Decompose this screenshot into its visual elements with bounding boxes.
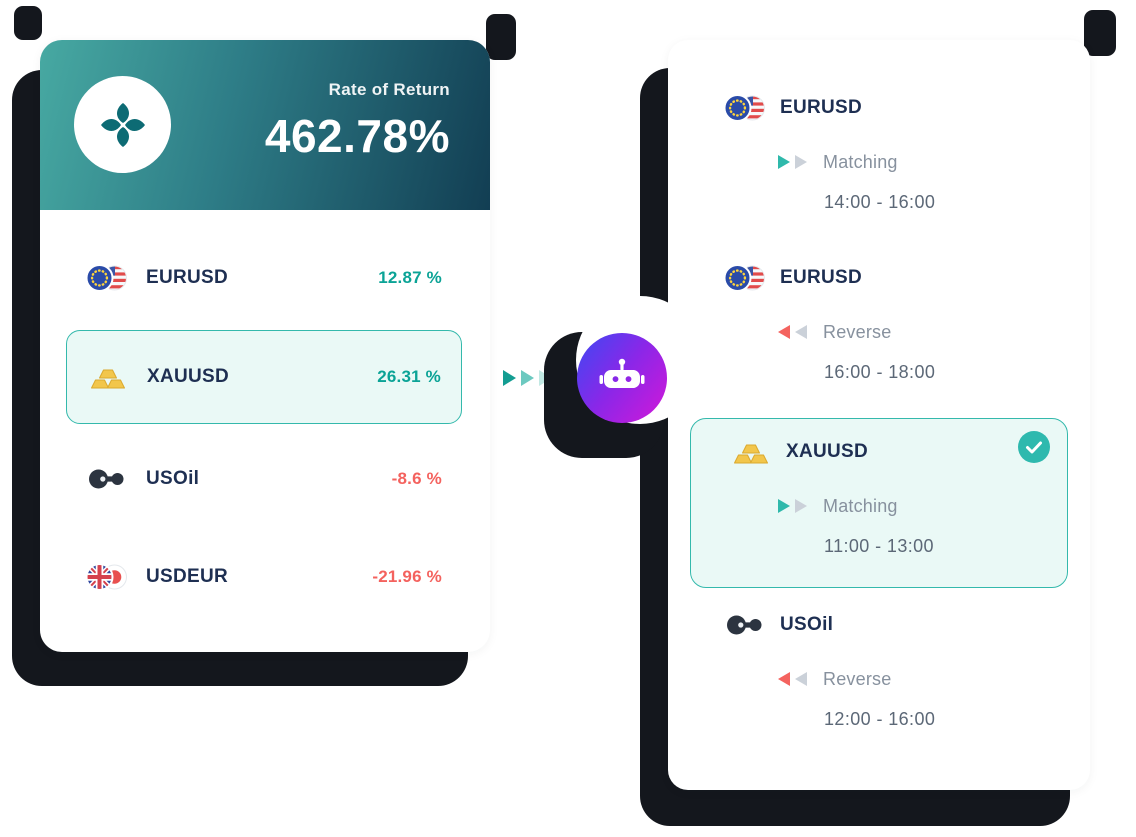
robot-icon	[598, 354, 646, 402]
returns-card: Rate of Return 462.78% EURUSD 12.87 % XA…	[40, 40, 490, 652]
uk-red-flags-icon	[86, 562, 128, 592]
instrument-return: 26.31 %	[377, 367, 441, 386]
gold-bars-icon	[87, 362, 129, 392]
signal-symbol: EURUSD	[780, 267, 863, 288]
signal-mode: Reverse	[778, 318, 1090, 346]
signal-time-range: 16:00 - 18:00	[824, 362, 936, 382]
instrument-row-eurusd[interactable]: EURUSD 12.87 %	[66, 231, 462, 325]
oil-icon	[724, 610, 766, 640]
instrument-row-usdeur[interactable]: USDEUR -21.96 %	[66, 530, 462, 624]
eu-us-flags-icon	[86, 263, 128, 293]
signal-entry-eurusd-reverse[interactable]: EURUSD Reverse 16:00 - 18:00	[668, 258, 1090, 383]
signal-time-range: 11:00 - 13:00	[824, 536, 934, 556]
arrow-icon	[503, 370, 516, 386]
rate-of-return-value: 462.78%	[264, 110, 450, 162]
instrument-symbol: EURUSD	[146, 267, 229, 288]
rate-of-return-label: Rate of Return	[328, 80, 450, 99]
signal-mode-label: Matching	[823, 495, 898, 516]
signal-symbol: XAUUSD	[786, 441, 869, 462]
instrument-row-xauusd[interactable]: XAUUSD 26.31 %	[66, 330, 462, 424]
gold-bars-icon	[730, 437, 772, 467]
rate-of-return-block: Rate of Return 462.78%	[265, 80, 450, 163]
play-forward-ghost-icon	[795, 499, 807, 513]
card-shadow	[14, 6, 42, 40]
trading-bot-badge	[577, 333, 667, 423]
instrument-return: -8.6 %	[391, 469, 442, 488]
play-forward-icon	[778, 499, 790, 513]
check-icon	[1018, 431, 1050, 463]
play-reverse-icon	[778, 672, 790, 686]
returns-card-header: Rate of Return 462.78%	[40, 40, 490, 210]
signal-time-range: 12:00 - 16:00	[824, 709, 936, 729]
signal-mode-label: Reverse	[823, 668, 892, 689]
card-shadow	[1084, 10, 1116, 56]
signal-mode-label: Matching	[823, 151, 898, 172]
play-forward-ghost-icon	[795, 155, 807, 169]
play-forward-icon	[778, 155, 790, 169]
signal-mode-label: Reverse	[823, 321, 892, 342]
eu-us-flags-icon	[724, 93, 766, 123]
signal-time-range: 14:00 - 16:00	[824, 192, 936, 212]
oil-icon	[86, 464, 128, 494]
signals-card: EURUSD Matching 14:00 - 16:00 EURUSD Rev…	[668, 40, 1090, 790]
signal-entry-usoil-reverse[interactable]: USOil Reverse 12:00 - 16:00	[668, 605, 1090, 730]
instrument-symbol: USOil	[146, 468, 200, 489]
arrow-icon	[521, 370, 534, 386]
broker-logo-icon	[96, 98, 150, 152]
signal-entry-xauusd-matching-selected[interactable]: XAUUSD Matching 11:00 - 13:00	[668, 432, 1090, 557]
instrument-row-usoil[interactable]: USOil -8.6 %	[66, 432, 462, 526]
signal-mode: Reverse	[778, 665, 1090, 693]
card-shadow	[486, 14, 516, 60]
signal-entry-eurusd-matching[interactable]: EURUSD Matching 14:00 - 16:00	[668, 88, 1090, 213]
instrument-symbol: USDEUR	[146, 566, 229, 587]
signal-mode: Matching	[778, 148, 1090, 176]
signal-symbol: USOil	[780, 614, 834, 635]
instrument-symbol: XAUUSD	[147, 366, 230, 387]
signal-symbol: EURUSD	[780, 97, 863, 118]
play-reverse-icon	[778, 325, 790, 339]
signal-mode: Matching	[778, 492, 1090, 520]
instrument-return: -21.96 %	[372, 567, 442, 586]
eu-us-flags-icon	[724, 263, 766, 293]
play-reverse-ghost-icon	[795, 325, 807, 339]
play-reverse-ghost-icon	[795, 672, 807, 686]
instrument-return: 12.87 %	[378, 268, 442, 287]
broker-logo	[74, 76, 171, 173]
